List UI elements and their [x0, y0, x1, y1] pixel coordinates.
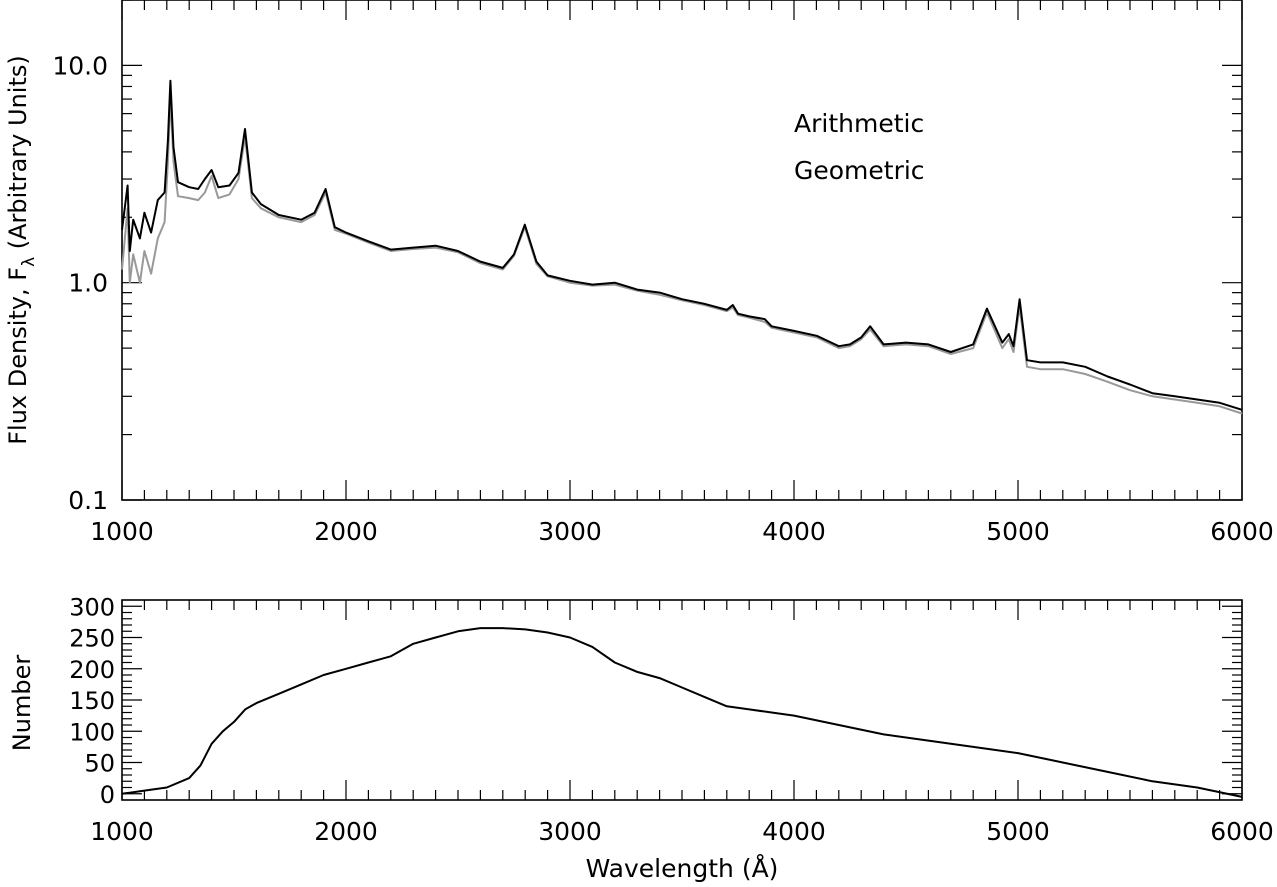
flux-series-lines — [121, 79, 1243, 415]
flux-legend-geometric: Geometric — [794, 156, 925, 185]
number-y-tick-label: 300 — [69, 593, 115, 621]
flux-legend-arithmetic: Arithmetic — [794, 109, 924, 138]
flux-x-tick-label: 3000 — [538, 517, 602, 546]
number-y-tick-label: 50 — [84, 750, 115, 778]
flux-y-tick-label: 1.0 — [68, 269, 108, 298]
number-y-tick-label: 200 — [69, 656, 115, 684]
flux-y-axis-label: Flux Density, Fλ (Arbitrary Units) — [4, 55, 39, 445]
number-x-tick-label: 4000 — [762, 817, 826, 846]
flux-panel: 1000 2000 3000 4000 5000 6000 0.1 1.0 10.0 Arith… — [4, 0, 1274, 546]
flux-ylabel-tail: (Arbitrary Units) — [4, 55, 32, 249]
flux-x-tick-label: 1000 — [90, 517, 154, 546]
number-y-tick-label: 150 — [69, 687, 115, 715]
number-axis-ticks — [121, 600, 1243, 800]
flux-series-geometric — [121, 95, 1243, 415]
flux-ylabel-main: Flux Density, F — [4, 267, 32, 445]
number-x-tick-label: 3000 — [538, 817, 602, 846]
flux-x-tick-label: 4000 — [762, 517, 826, 546]
flux-x-tick-label: 2000 — [314, 517, 378, 546]
number-y-tick-label: 100 — [69, 718, 115, 746]
number-series-line — [121, 627, 1243, 798]
flux-axis-ticks — [121, 0, 1243, 501]
number-y-tick-label: 0 — [100, 781, 115, 809]
flux-plot-frame — [121, 0, 1243, 501]
number-y-axis-label: Number — [8, 655, 36, 752]
number-y-tick-label: 250 — [69, 625, 115, 653]
flux-y-tick-label: 0.1 — [68, 486, 108, 515]
svg-text:Flux Density, Fλ (Arbitrary Un: Flux Density, Fλ (Arbitrary Units) — [4, 55, 39, 445]
number-plot-frame — [121, 599, 1243, 801]
number-x-axis-label: Wavelength (Å) — [586, 854, 779, 883]
number-x-tick-label: 1000 — [90, 817, 154, 846]
number-series-lines — [121, 627, 1243, 798]
flux-y-tick-label: 10.0 — [52, 51, 108, 80]
flux-x-tick-label: 5000 — [986, 517, 1050, 546]
number-x-tick-label: 6000 — [1210, 817, 1274, 846]
number-x-tick-label: 2000 — [314, 817, 378, 846]
flux-tick-labels: 1000 2000 3000 4000 5000 6000 0.1 1.0 10.0 — [52, 51, 1273, 546]
number-x-tick-label: 5000 — [986, 817, 1050, 846]
number-panel: 1000 2000 3000 4000 5000 6000 0 50 100 150 200 250 3… — [8, 593, 1274, 883]
flux-series-arithmetic — [121, 79, 1243, 411]
flux-ylabel-subscript: λ — [19, 257, 39, 267]
number-tick-labels: 1000 2000 3000 4000 5000 6000 0 50 100 150 200 250 3… — [69, 593, 1274, 846]
flux-x-tick-label: 6000 — [1210, 517, 1274, 546]
